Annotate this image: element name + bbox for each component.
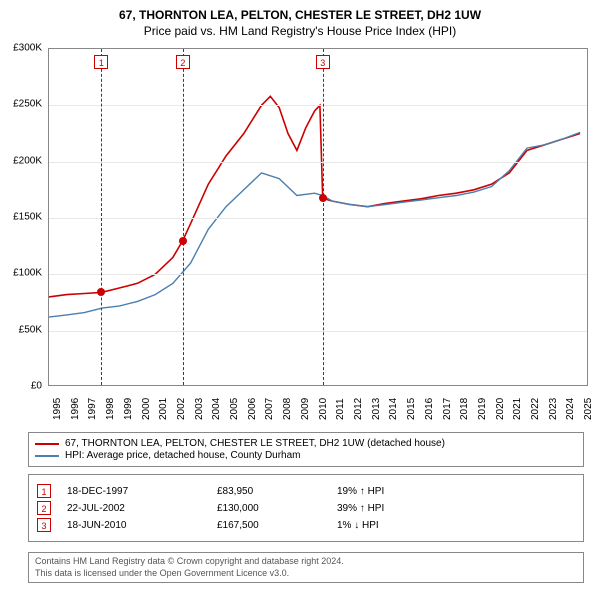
y-tick-label: £50K	[19, 324, 42, 335]
x-tick-label: 1997	[87, 398, 98, 420]
x-tick-label: 2005	[229, 398, 240, 420]
transactions-table: 1 18-DEC-1997£83,95019% ↑ HPI 2 22-JUL-2002…	[28, 474, 584, 542]
marker-dot-3	[319, 194, 327, 202]
y-tick-label: £100K	[13, 268, 42, 279]
transaction-price: £83,950	[217, 486, 337, 497]
x-tick-label: 2016	[424, 398, 435, 420]
transaction-date: 22-JUL-2002	[67, 503, 217, 514]
y-tick-label: £150K	[13, 212, 42, 223]
transaction-date: 18-DEC-1997	[67, 486, 217, 497]
x-tick-label: 2012	[353, 398, 364, 420]
transaction-delta: 19% ↑ HPI	[337, 486, 457, 497]
x-tick-label: 2020	[495, 398, 506, 420]
gridline	[49, 105, 587, 106]
x-tick-label: 2009	[300, 398, 311, 420]
x-tick-label: 2004	[211, 398, 222, 420]
x-tick-label: 2017	[442, 398, 453, 420]
series-property	[49, 96, 580, 297]
transaction-delta: 39% ↑ HPI	[337, 503, 457, 514]
x-tick-label: 2001	[158, 398, 169, 420]
legend-item: HPI: Average price, detached house, Coun…	[35, 450, 577, 461]
gridline	[49, 331, 587, 332]
x-tick-label: 2013	[371, 398, 382, 420]
x-tick-label: 1996	[70, 398, 81, 420]
x-tick-label: 1995	[52, 398, 63, 420]
legend-swatch	[35, 455, 59, 457]
transaction-badge: 1	[37, 484, 51, 498]
gridline	[49, 218, 587, 219]
gridline	[49, 274, 587, 275]
transaction-row: 1 18-DEC-1997£83,95019% ↑ HPI	[37, 484, 575, 498]
marker-line-2	[183, 49, 184, 385]
legend-label: 67, THORNTON LEA, PELTON, CHESTER LE STR…	[65, 438, 445, 449]
marker-dot-2	[179, 237, 187, 245]
chart-svg	[49, 49, 587, 385]
footer-line-1: Contains HM Land Registry data © Crown c…	[35, 556, 577, 568]
marker-badge-1: 1	[94, 55, 108, 69]
x-tick-label: 1998	[105, 398, 116, 420]
marker-badge-2: 2	[176, 55, 190, 69]
x-tick-label: 2014	[388, 398, 399, 420]
title-line-1: 67, THORNTON LEA, PELTON, CHESTER LE STR…	[0, 8, 600, 22]
x-tick-label: 2021	[512, 398, 523, 420]
legend: 67, THORNTON LEA, PELTON, CHESTER LE STR…	[28, 432, 584, 467]
transaction-badge: 3	[37, 518, 51, 532]
x-tick-label: 2002	[176, 398, 187, 420]
x-axis: 1995 1996 1997 1998 1999 2000 2001 2002 2003 2004…	[48, 390, 588, 430]
y-tick-label: £200K	[13, 155, 42, 166]
y-tick-label: £0	[31, 381, 42, 392]
footer-attribution: Contains HM Land Registry data © Crown c…	[28, 552, 584, 583]
x-tick-label: 2006	[247, 398, 258, 420]
transaction-row: 3 18-JUN-2010£167,5001% ↓ HPI	[37, 518, 575, 532]
x-tick-label: 2011	[335, 398, 346, 420]
chart-title-block: 67, THORNTON LEA, PELTON, CHESTER LE STR…	[0, 0, 600, 42]
x-tick-label: 2008	[282, 398, 293, 420]
chart-plot-area: 1 2 3	[48, 48, 588, 386]
x-tick-label: 2018	[459, 398, 470, 420]
marker-badge-3: 3	[316, 55, 330, 69]
y-tick-label: £300K	[13, 43, 42, 54]
x-tick-label: 2022	[530, 398, 541, 420]
title-line-2: Price paid vs. HM Land Registry's House …	[0, 24, 600, 38]
x-tick-label: 2003	[194, 398, 205, 420]
x-tick-label: 2023	[548, 398, 559, 420]
transaction-date: 18-JUN-2010	[67, 520, 217, 531]
transaction-row: 2 22-JUL-2002£130,00039% ↑ HPI	[37, 501, 575, 515]
x-tick-label: 2010	[318, 398, 329, 420]
x-tick-label: 2000	[141, 398, 152, 420]
transaction-badge: 2	[37, 501, 51, 515]
transaction-price: £130,000	[217, 503, 337, 514]
y-axis: £0£50K£100K£150K£200K£250K£300K	[0, 48, 46, 386]
x-tick-label: 2025	[583, 398, 594, 420]
legend-swatch	[35, 443, 59, 445]
y-tick-label: £250K	[13, 99, 42, 110]
marker-line-3	[323, 49, 324, 385]
gridline	[49, 162, 587, 163]
x-tick-label: 2024	[565, 398, 576, 420]
series-hpi	[49, 132, 580, 317]
marker-dot-1	[97, 288, 105, 296]
transaction-delta: 1% ↓ HPI	[337, 520, 457, 531]
marker-line-1	[101, 49, 102, 385]
x-tick-label: 2019	[477, 398, 488, 420]
footer-line-2: This data is licensed under the Open Gov…	[35, 568, 577, 580]
transaction-price: £167,500	[217, 520, 337, 531]
legend-label: HPI: Average price, detached house, Coun…	[65, 450, 301, 461]
x-tick-label: 2007	[264, 398, 275, 420]
x-tick-label: 1999	[123, 398, 134, 420]
x-tick-label: 2015	[406, 398, 417, 420]
legend-item: 67, THORNTON LEA, PELTON, CHESTER LE STR…	[35, 438, 577, 449]
